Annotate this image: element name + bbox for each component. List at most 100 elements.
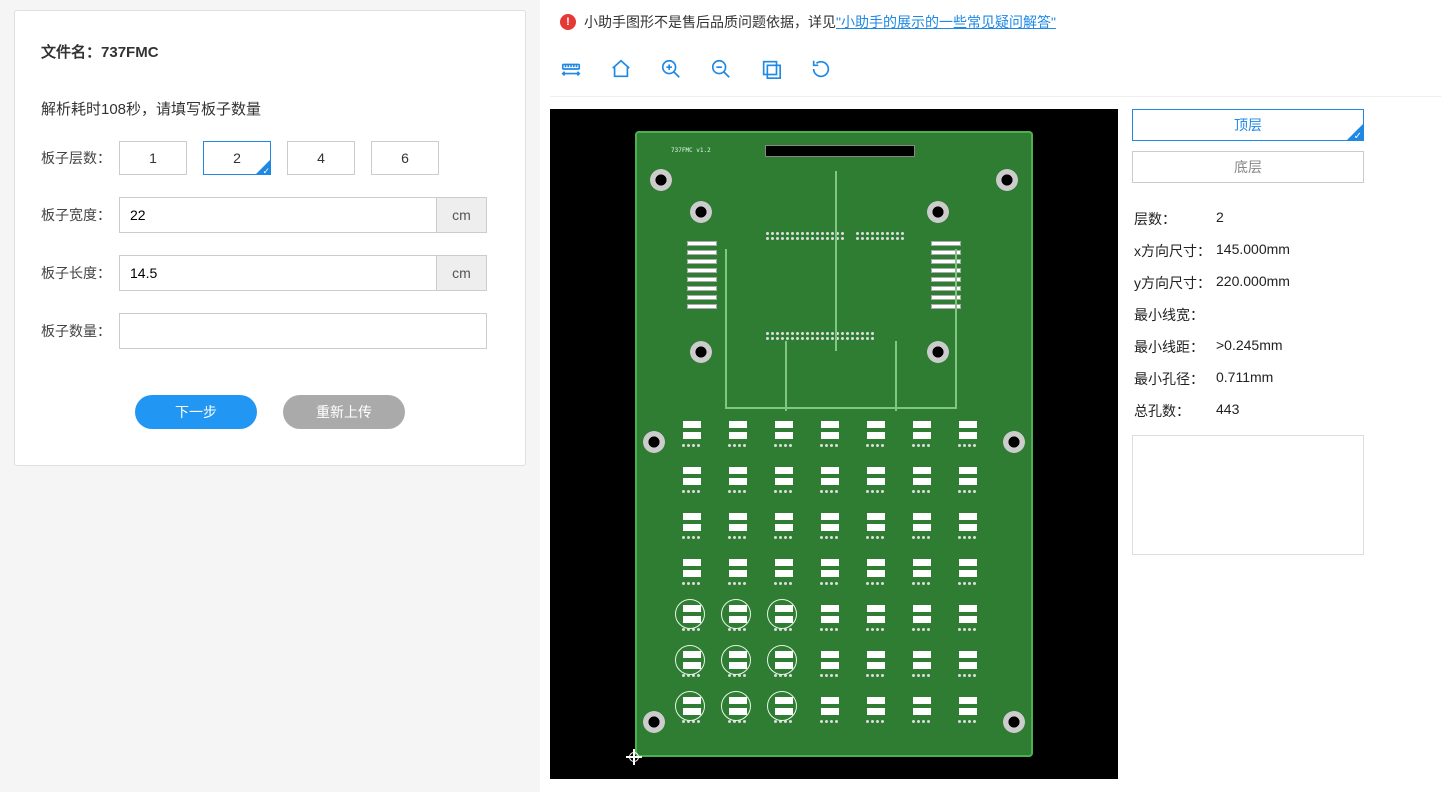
info-item: 最小线距：>0.245mm: [1132, 331, 1364, 363]
button-footprint: [821, 421, 839, 428]
notice-link[interactable]: "小助手的展示的一些常见疑问解答": [836, 14, 1056, 30]
file-name: 737FMC: [101, 44, 159, 61]
info-key: 总孔数：: [1134, 401, 1216, 421]
pad-array: [819, 627, 839, 632]
button-footprint: [683, 467, 701, 474]
pad-array: [819, 581, 839, 586]
info-value: 2: [1216, 209, 1224, 229]
mounting-hole: [1003, 431, 1025, 453]
layer-option-2[interactable]: 2: [203, 141, 271, 175]
info-value: 0.711mm: [1216, 369, 1273, 389]
fit-icon[interactable]: [760, 58, 782, 80]
measure-icon[interactable]: [560, 58, 582, 80]
button-footprint: [959, 421, 977, 428]
pad-array: [865, 673, 885, 678]
parse-message: 解析耗时108秒，请填写板子数量: [41, 98, 499, 119]
rotate-icon[interactable]: [810, 58, 832, 80]
button-footprint: [729, 467, 747, 474]
info-key: 最小孔径：: [1134, 369, 1216, 389]
reupload-button[interactable]: 重新上传: [283, 395, 405, 429]
mounting-hole: [927, 201, 949, 223]
button-footprint: [867, 605, 885, 612]
silk-text: 737FMC v1.2: [671, 147, 711, 154]
viewer-toolbar: [550, 50, 1441, 97]
button-footprint: [867, 651, 885, 658]
button-footprint: [775, 467, 793, 474]
info-value: 443: [1216, 401, 1239, 421]
smd-component: [687, 259, 717, 264]
info-value: 220.000mm: [1216, 273, 1290, 293]
button-footprint: [913, 421, 931, 428]
pad-array: [957, 673, 977, 678]
info-list: 层数：2x方向尺寸：145.000mmy方向尺寸：220.000mm最小线宽：最…: [1132, 203, 1364, 427]
button-footprint: [867, 421, 885, 428]
pcb-trace: [955, 249, 957, 409]
info-blank-box: [1132, 435, 1364, 555]
pcb-viewer[interactable]: 737FMC v1.2: [550, 109, 1118, 779]
pad-array: [911, 627, 931, 632]
mounting-hole: [643, 431, 665, 453]
pcb-trace: [725, 249, 727, 409]
pad-array: [819, 489, 839, 494]
button-footprint: [683, 421, 701, 428]
pad-array: [911, 581, 931, 586]
pad-array: [819, 443, 839, 448]
zoom-in-icon[interactable]: [660, 58, 682, 80]
smd-component: [687, 268, 717, 273]
button-footprint: [867, 467, 885, 474]
bottom-layer-tab[interactable]: 底层: [1132, 151, 1364, 183]
zoom-out-icon[interactable]: [710, 58, 732, 80]
qty-input[interactable]: [119, 313, 487, 349]
pcb-trace: [835, 171, 837, 351]
info-item: y方向尺寸：220.000mm: [1132, 267, 1364, 299]
pad-array: [865, 627, 885, 632]
layer-option-1[interactable]: 1: [119, 141, 187, 175]
layer-option-4[interactable]: 4: [287, 141, 355, 175]
next-button[interactable]: 下一步: [135, 395, 257, 429]
pad-array: [865, 719, 885, 724]
button-footprint: [821, 467, 839, 474]
pad-array: [957, 535, 977, 540]
button-footprint: [867, 513, 885, 520]
viewer-row: 737FMC v1.2 顶层 底层 层数：2x方向尺寸：145.000mmy方向…: [550, 97, 1441, 792]
pad-array: [957, 719, 977, 724]
button-footprint: [959, 605, 977, 612]
button-footprint: [959, 651, 977, 658]
pad-array: [727, 535, 747, 540]
info-key: 最小线距：: [1134, 337, 1216, 357]
info-item: 层数：2: [1132, 203, 1364, 235]
button-footprint: [729, 513, 747, 520]
info-key: 层数：: [1134, 209, 1216, 229]
pad-array: [865, 489, 885, 494]
info-item: 最小孔径：0.711mm: [1132, 363, 1364, 395]
home-icon[interactable]: [610, 58, 632, 80]
layer-label: 板子层数：: [41, 148, 119, 168]
button-footprint: [913, 513, 931, 520]
info-value: >0.245mm: [1216, 337, 1283, 357]
length-unit: cm: [437, 255, 487, 291]
smd-component: [687, 241, 717, 246]
length-input[interactable]: [119, 255, 437, 291]
pad-array: [957, 443, 977, 448]
pad-array: [911, 719, 931, 724]
circle-silkscreen: [675, 645, 705, 675]
length-row: 板子长度： cm: [41, 255, 499, 291]
mounting-hole: [690, 201, 712, 223]
pad-array: [819, 673, 839, 678]
pad-array: [911, 443, 931, 448]
right-panel: ! 小助手图形不是售后品质问题依据，详见"小助手的展示的一些常见疑问解答" 7: [540, 0, 1451, 792]
button-footprint: [821, 605, 839, 612]
button-footprint: [683, 513, 701, 520]
circle-silkscreen: [767, 599, 797, 629]
width-input[interactable]: [119, 197, 437, 233]
button-footprint: [775, 559, 793, 566]
button-footprint: [867, 559, 885, 566]
pad-array: [681, 443, 701, 448]
pad-array: [773, 443, 793, 448]
info-item: 总孔数：443: [1132, 395, 1364, 427]
pad-array: [957, 489, 977, 494]
top-layer-tab[interactable]: 顶层: [1132, 109, 1364, 141]
layer-option-6[interactable]: 6: [371, 141, 439, 175]
pad-array: [681, 489, 701, 494]
mounting-hole: [927, 341, 949, 363]
